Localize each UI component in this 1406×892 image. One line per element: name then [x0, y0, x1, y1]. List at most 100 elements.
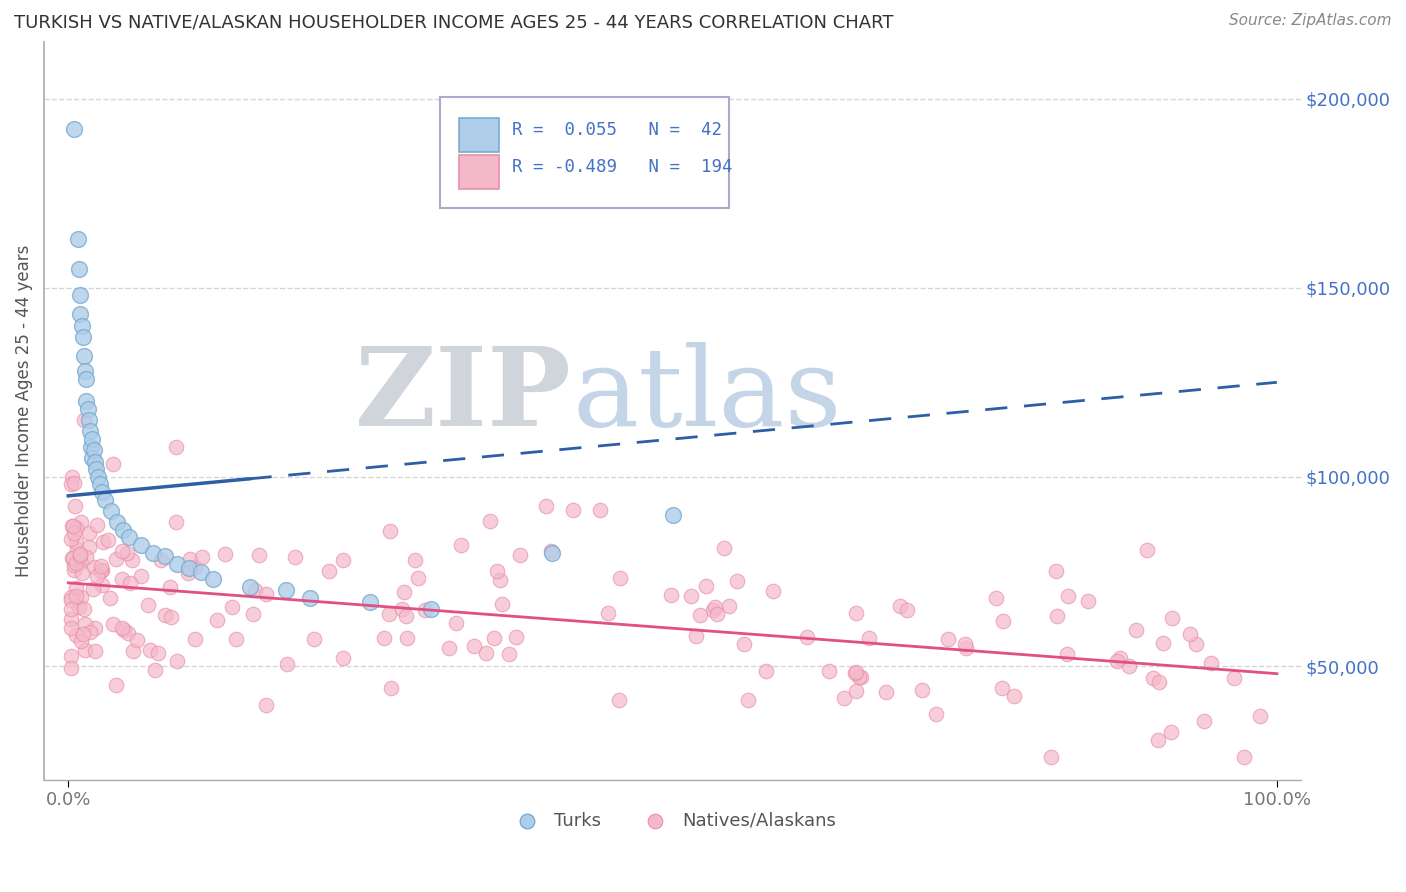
Point	[101, 617, 124, 632]
Point	[596, 606, 619, 620]
Point	[118, 531, 141, 545]
Point	[392, 584, 415, 599]
Point	[63, 121, 86, 136]
Point	[875, 685, 897, 699]
Point	[60, 518, 83, 533]
Point	[86, 569, 108, 583]
Point	[190, 549, 212, 564]
Point	[91, 485, 114, 500]
Point	[82, 450, 104, 465]
Text: R = -0.489   N =  194: R = -0.489 N = 194	[512, 158, 733, 177]
Point	[90, 559, 112, 574]
Point	[205, 613, 228, 627]
Point	[65, 581, 87, 595]
Point	[221, 599, 243, 614]
Point	[77, 413, 100, 427]
Point	[104, 678, 127, 692]
Point	[695, 579, 717, 593]
Point	[75, 364, 97, 378]
Point	[1057, 590, 1080, 604]
Point	[679, 589, 702, 603]
Point	[136, 599, 159, 613]
Point	[404, 553, 426, 567]
Point	[105, 551, 128, 566]
Point	[607, 693, 630, 707]
Point	[1146, 733, 1168, 747]
Point	[111, 523, 134, 537]
Point	[112, 624, 135, 638]
Point	[86, 517, 108, 532]
Point	[60, 661, 83, 675]
Point	[83, 559, 105, 574]
Point	[239, 580, 262, 594]
Point	[845, 606, 868, 620]
Point	[59, 590, 82, 604]
Point	[184, 632, 207, 647]
Point	[67, 600, 90, 615]
Point	[1249, 709, 1271, 723]
Point	[111, 621, 134, 635]
FancyBboxPatch shape	[440, 97, 730, 208]
Point	[395, 609, 418, 624]
Point	[73, 413, 96, 427]
Text: Source: ZipAtlas.com: Source: ZipAtlas.com	[1229, 13, 1392, 29]
Point	[450, 538, 472, 552]
Point	[73, 602, 96, 616]
Point	[844, 666, 866, 681]
Point	[589, 503, 612, 517]
Point	[540, 544, 562, 558]
Point	[953, 637, 976, 651]
Point	[478, 514, 501, 528]
Point	[129, 538, 152, 552]
Point	[111, 572, 134, 586]
Point	[62, 475, 84, 490]
Point	[84, 621, 107, 635]
Point	[69, 307, 91, 321]
Point	[153, 549, 176, 564]
Point	[413, 603, 436, 617]
Point	[955, 640, 977, 655]
Point	[1222, 672, 1244, 686]
Point	[70, 566, 93, 580]
Point	[247, 548, 270, 562]
Point	[62, 518, 84, 533]
Point	[254, 698, 277, 712]
Point	[73, 349, 96, 363]
Point	[60, 592, 83, 607]
Point	[98, 591, 121, 605]
Point	[59, 621, 82, 635]
Point	[59, 477, 82, 491]
Point	[540, 545, 562, 559]
Point	[190, 565, 212, 579]
Point	[69, 555, 91, 569]
Point	[122, 644, 145, 658]
Point	[73, 617, 96, 632]
Point	[166, 654, 188, 668]
Point	[444, 615, 467, 630]
Point	[1108, 651, 1130, 665]
Point	[160, 609, 183, 624]
Point	[97, 533, 120, 548]
Point	[214, 548, 236, 562]
Text: ZIP: ZIP	[356, 343, 572, 450]
Point	[419, 602, 441, 616]
Point	[118, 576, 141, 591]
Point	[79, 624, 101, 639]
Point	[1125, 623, 1147, 637]
Point	[142, 545, 165, 559]
Point	[105, 516, 128, 530]
Point	[177, 566, 200, 580]
Point	[62, 551, 84, 566]
Point	[1147, 674, 1170, 689]
FancyBboxPatch shape	[458, 119, 499, 153]
Point	[689, 608, 711, 623]
Point	[72, 330, 94, 344]
Point	[77, 526, 100, 541]
Point	[153, 608, 176, 623]
Point	[1160, 725, 1182, 739]
Y-axis label: Householder Income Ages 25 - 44 years: Householder Income Ages 25 - 44 years	[15, 244, 32, 577]
Point	[380, 681, 402, 695]
Point	[165, 440, 187, 454]
Point	[1056, 647, 1078, 661]
Point	[65, 556, 87, 570]
